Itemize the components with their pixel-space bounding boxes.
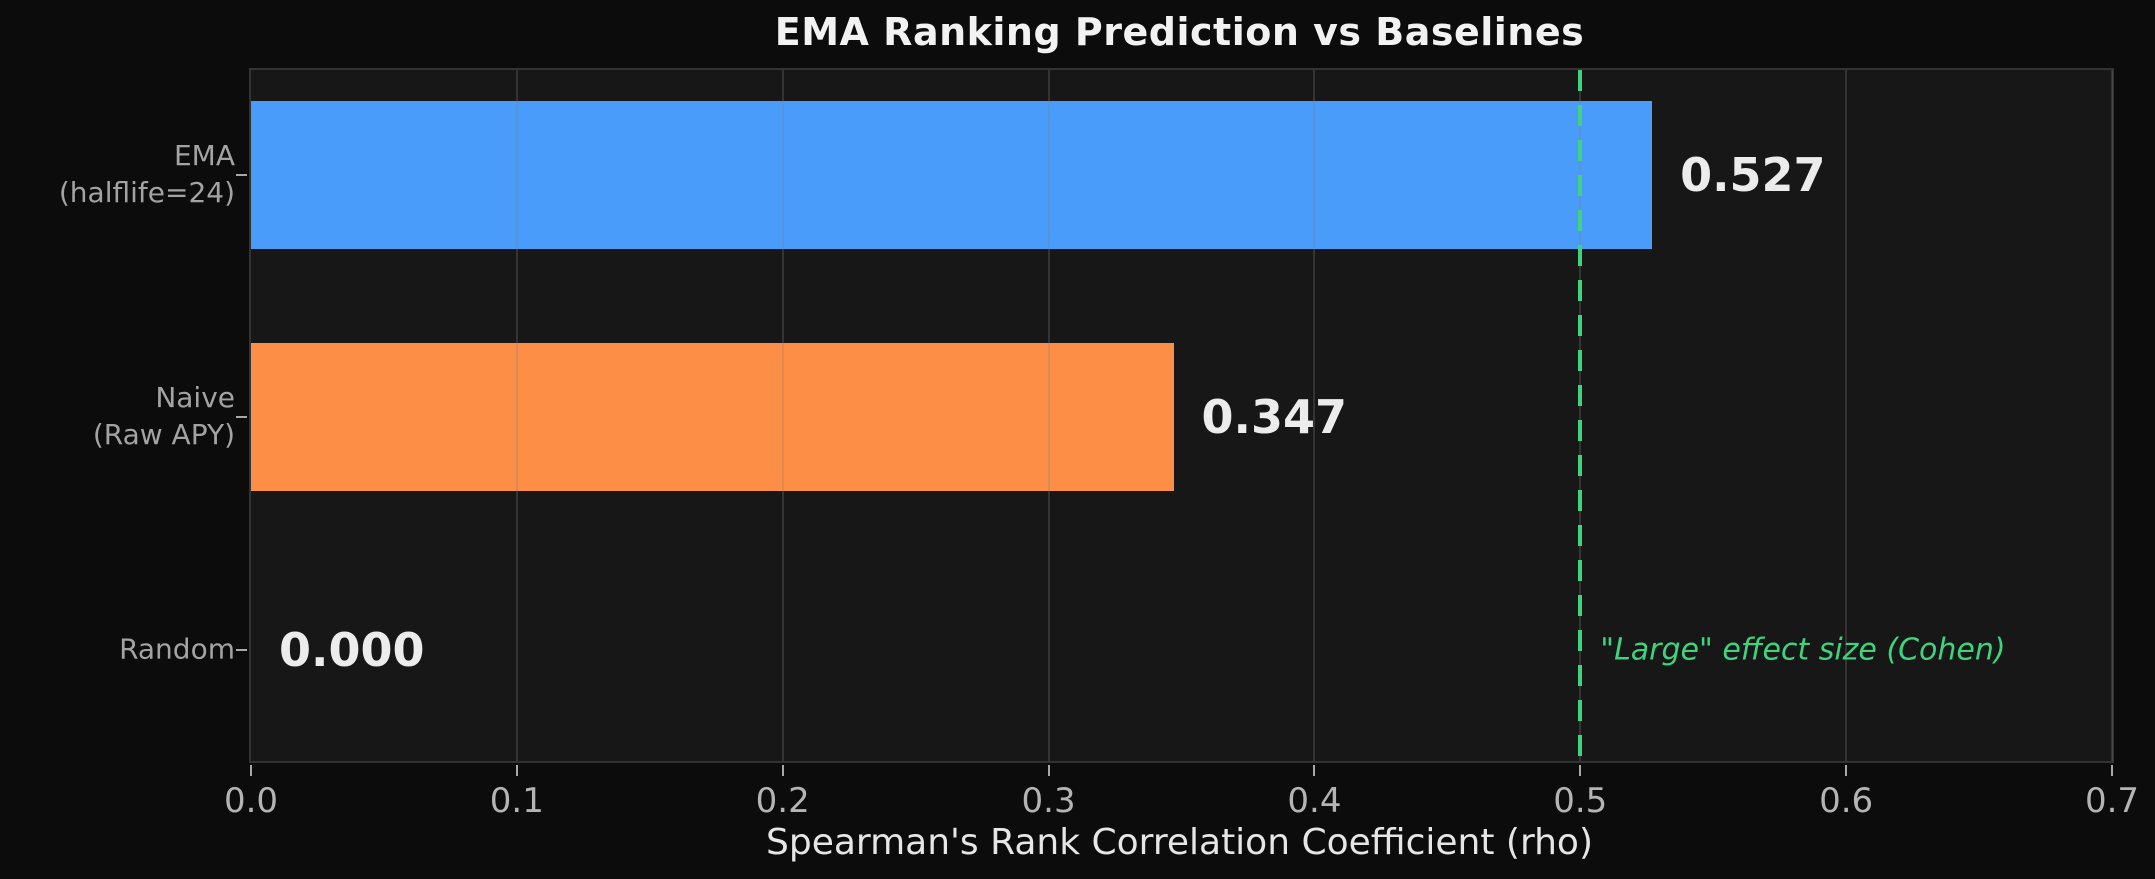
x-tick-label-0.1: 0.1 (489, 781, 544, 821)
reference-line-large-effect (1578, 70, 1583, 761)
x-tick-label-0.0: 0.0 (223, 781, 279, 821)
y-tick-mark-naive (236, 416, 247, 418)
reference-line-annotation: "Large" effect size (Cohen) (1600, 632, 2006, 668)
x-axis-label: Spearman's Rank Correlation Coefficient … (766, 822, 1593, 863)
value-label-random: 0.000 (279, 623, 425, 677)
y-tick-mark-random (236, 649, 247, 651)
gridline-x-0.7 (2111, 70, 2113, 761)
gridline-x-0.3 (1047, 70, 1050, 761)
value-label-ema: 0.527 (1680, 148, 1826, 202)
gridline-x-0.1 (515, 70, 518, 761)
x-tick-mark-0.0 (250, 765, 252, 776)
gridline-x-0.2 (781, 70, 784, 761)
x-tick-mark-0.4 (1313, 765, 1316, 776)
chart-title: EMA Ranking Prediction vs Baselines (774, 10, 1585, 54)
y-tick-mark-ema (236, 174, 247, 176)
x-tick-mark-0.7 (2111, 765, 2113, 776)
x-tick-mark-0.3 (1047, 765, 1050, 776)
y-tick-label-ema: EMA (halflife=24) (58, 139, 235, 209)
x-tick-label-0.6: 0.6 (1819, 781, 1874, 821)
x-tick-mark-0.1 (515, 765, 518, 776)
x-tick-label-0.7: 0.7 (2084, 781, 2140, 821)
plot-area: 0.0 0.1 0.2 0.3 0.4 0.5 0.6 0.7 0.527 EMA (halflif… (59, 68, 2139, 821)
x-tick-mark-0.5 (1579, 765, 1582, 776)
x-tick-label-0.3: 0.3 (1021, 781, 1076, 821)
y-tick-label-random: Random (119, 632, 235, 666)
x-tick-mark-0.6 (1845, 765, 1848, 776)
x-tick-label-0.5: 0.5 (1553, 781, 1608, 821)
x-tick-mark-0.2 (781, 765, 784, 776)
bar-naive (251, 343, 1174, 491)
value-label-naive: 0.347 (1201, 390, 1348, 444)
gridline-x-0.6 (1845, 70, 1848, 761)
y-tick-label-naive: Naive (Raw APY) (92, 381, 235, 451)
gridline-x-0.4 (1313, 70, 1316, 761)
x-tick-label-0.2: 0.2 (755, 781, 810, 821)
bar-ema (251, 101, 1653, 249)
x-tick-label-0.4: 0.4 (1287, 781, 1342, 821)
